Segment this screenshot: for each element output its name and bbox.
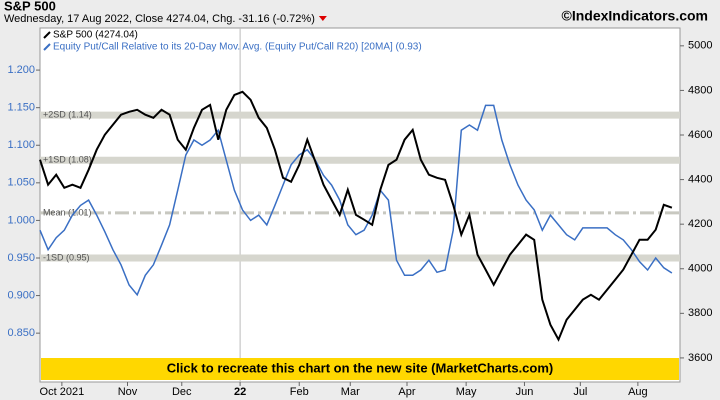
x-tick-label: Apr: [398, 386, 415, 398]
reference-label: +2SD (1.14): [43, 110, 92, 120]
legend-label: S&P 500 (4274.04): [53, 30, 138, 41]
banner-text[interactable]: Click to recreate this chart on the new …: [167, 360, 554, 375]
legend-swatch: [43, 31, 51, 39]
y-tick-label: 3800: [688, 307, 712, 319]
x-tick-label: May: [456, 386, 477, 398]
subtitle: Wednesday, 17 Aug 2022, Close 4274.04, C…: [4, 13, 315, 25]
y2-tick-label: 1.150: [7, 102, 35, 114]
y2-tick-label: 0.950: [7, 252, 35, 264]
x-tick-label: Oct 2021: [40, 386, 85, 398]
y2-tick-label: 1.100: [7, 139, 35, 151]
x-tick-label: Aug: [628, 386, 648, 398]
y2-tick-label: 1.050: [7, 177, 35, 189]
reference-label: Mean (1.01): [43, 207, 92, 217]
x-tick-label: Jun: [516, 386, 534, 398]
y2-tick-label: 1.000: [7, 214, 35, 226]
plot-area: [39, 27, 681, 383]
y2-tick-label: 1.200: [7, 64, 35, 76]
y-tick-label: 4200: [688, 218, 712, 230]
series-line: [39, 104, 673, 297]
y-tick-label: 5000: [688, 40, 712, 52]
y-tick-label: 4600: [688, 129, 712, 141]
series-line: [39, 90, 673, 342]
reference-label: +1SD (1.08): [43, 155, 92, 165]
chart-title: S&P 500: [4, 0, 56, 13]
x-tick-label: Dec: [172, 386, 192, 398]
source: ©IndexIndicators.com: [562, 8, 708, 24]
down-arrow: [318, 16, 327, 21]
y-tick-label: 3600: [688, 352, 712, 364]
banner[interactable]: [41, 358, 679, 380]
x-tick-label: Feb: [290, 386, 309, 398]
reference-label: -1SD (0.95): [43, 252, 90, 262]
y-tick-label: 4000: [688, 263, 712, 275]
legend-label: Equity Put/Call Relative to its 20-Day M…: [53, 42, 422, 53]
y-tick-label: 4800: [688, 84, 712, 96]
x-tick-label: 22: [234, 386, 246, 398]
x-tick-label: Mar: [341, 386, 360, 398]
y-tick-label: 4400: [688, 173, 712, 185]
y2-tick-label: 0.850: [7, 327, 35, 339]
y2-tick-label: 0.900: [7, 289, 35, 301]
x-tick-label: Nov: [118, 386, 138, 398]
legend-swatch: [43, 43, 51, 51]
x-tick-label: Jul: [573, 386, 587, 398]
